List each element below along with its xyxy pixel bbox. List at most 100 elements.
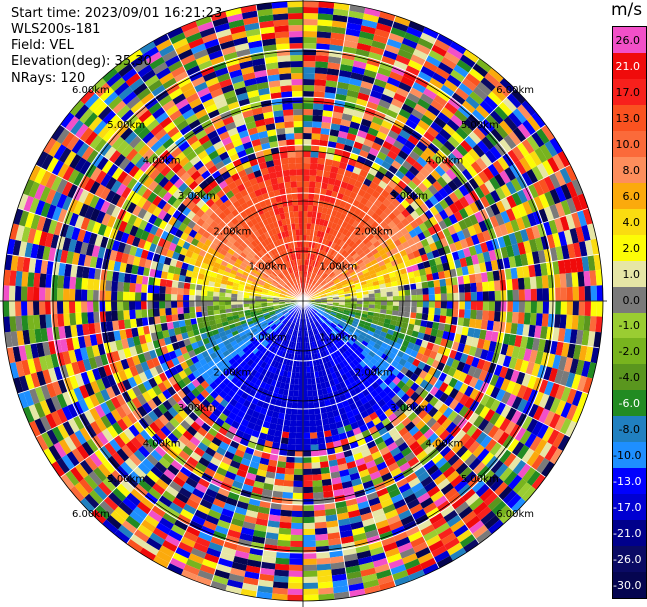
velocity-cell — [308, 193, 315, 200]
velocity-cell — [324, 355, 330, 363]
velocity-cell — [291, 85, 303, 92]
velocity-cell — [313, 328, 318, 335]
velocity-cell — [269, 338, 275, 345]
velocity-cell — [87, 301, 94, 313]
velocity-cell — [292, 103, 303, 110]
velocity-cell — [292, 199, 298, 206]
velocity-cell — [336, 262, 344, 269]
velocity-cell — [306, 330, 309, 337]
velocity-cell — [309, 426, 317, 433]
velocity-cell — [274, 122, 285, 130]
velocity-cell — [334, 327, 341, 334]
velocity-cell — [318, 237, 324, 244]
velocity-cell — [321, 478, 333, 486]
velocity-cell — [237, 297, 244, 301]
velocity-cell — [331, 274, 337, 280]
velocity-cell — [290, 254, 295, 261]
velocity-cell — [312, 121, 322, 128]
velocity-cell — [267, 329, 274, 335]
velocity-cell — [352, 276, 359, 282]
velocity-cell — [354, 315, 361, 320]
velocity-cell — [288, 267, 293, 274]
velocity-cell — [290, 273, 295, 280]
velocity-cell — [278, 265, 284, 272]
velocity-cell — [303, 462, 312, 470]
velocity-cell — [278, 527, 292, 535]
velocity-cell — [307, 211, 313, 218]
velocity-cell — [267, 267, 274, 273]
velocity-cell — [323, 313, 329, 318]
velocity-cell — [261, 274, 268, 280]
velocity-cell — [252, 318, 260, 323]
velocity-cell — [165, 286, 172, 295]
velocity-cell — [259, 318, 266, 323]
velocity-cell — [340, 267, 347, 273]
velocity-cell — [336, 285, 343, 290]
velocity-cell — [321, 323, 328, 329]
velocity-cell — [380, 292, 387, 297]
velocity-cell — [317, 276, 322, 283]
velocity-cell — [512, 289, 519, 301]
velocity-cell — [279, 79, 292, 87]
velocity-cell — [336, 312, 343, 317]
velocity-cell — [482, 281, 489, 292]
velocity-cell — [295, 305, 300, 311]
velocity-cell — [315, 346, 320, 354]
velocity-cell — [269, 274, 275, 280]
velocity-cell — [296, 235, 300, 242]
velocity-cell — [303, 216, 308, 224]
velocity-cell — [323, 274, 329, 280]
velocity-cell — [266, 299, 273, 301]
velocity-cell — [301, 331, 303, 338]
velocity-cell — [299, 366, 303, 373]
velocity-cell — [291, 516, 303, 524]
velocity-cell — [338, 274, 345, 280]
velocity-cell — [319, 133, 330, 141]
velocity-cell — [470, 309, 477, 320]
velocity-cell — [523, 277, 531, 290]
velocity-cell — [282, 310, 289, 316]
velocity-cell — [311, 316, 315, 323]
velocity-cell — [294, 378, 299, 385]
velocity-cell — [303, 241, 307, 248]
velocity-cell — [315, 313, 320, 319]
velocity-cell — [245, 279, 253, 285]
velocity-cell — [301, 289, 303, 295]
velocity-cell — [275, 309, 282, 314]
velocity-cell — [338, 264, 345, 271]
velocity-cell — [267, 320, 274, 326]
velocity-cell — [288, 274, 293, 281]
velocity-cell — [274, 268, 281, 275]
velocity-cell — [280, 271, 286, 278]
velocity-cell — [273, 478, 285, 486]
velocity-cell — [294, 462, 303, 470]
velocity-cell — [324, 288, 331, 293]
velocity-cell — [244, 312, 251, 317]
velocity-cell — [323, 311, 330, 316]
velocity-cell — [231, 293, 238, 298]
velocity-cell — [314, 305, 320, 309]
velocity-cell — [335, 334, 342, 342]
velocity-cell — [266, 301, 273, 303]
velocity-cell — [266, 336, 273, 343]
velocity-cell — [313, 274, 318, 281]
velocity-cell — [269, 257, 275, 264]
velocity-cell — [287, 334, 292, 341]
velocity-cell — [130, 273, 138, 284]
velocity-cell — [340, 345, 348, 353]
velocity-cell — [117, 291, 124, 301]
velocity-cell — [275, 349, 281, 356]
velocity-cell — [327, 347, 333, 355]
velocity-cell — [291, 301, 297, 303]
velocity-cell — [291, 299, 297, 301]
velocity-cell — [201, 290, 208, 296]
velocity-cell — [268, 288, 275, 292]
velocity-cell — [319, 291, 326, 295]
velocity-cell — [303, 438, 311, 445]
velocity-cell — [310, 266, 315, 273]
velocity-cell — [278, 350, 284, 357]
velocity-cell — [347, 256, 355, 264]
velocity-cell — [294, 138, 303, 146]
velocity-cell — [536, 301, 544, 314]
velocity-cell — [291, 402, 298, 409]
